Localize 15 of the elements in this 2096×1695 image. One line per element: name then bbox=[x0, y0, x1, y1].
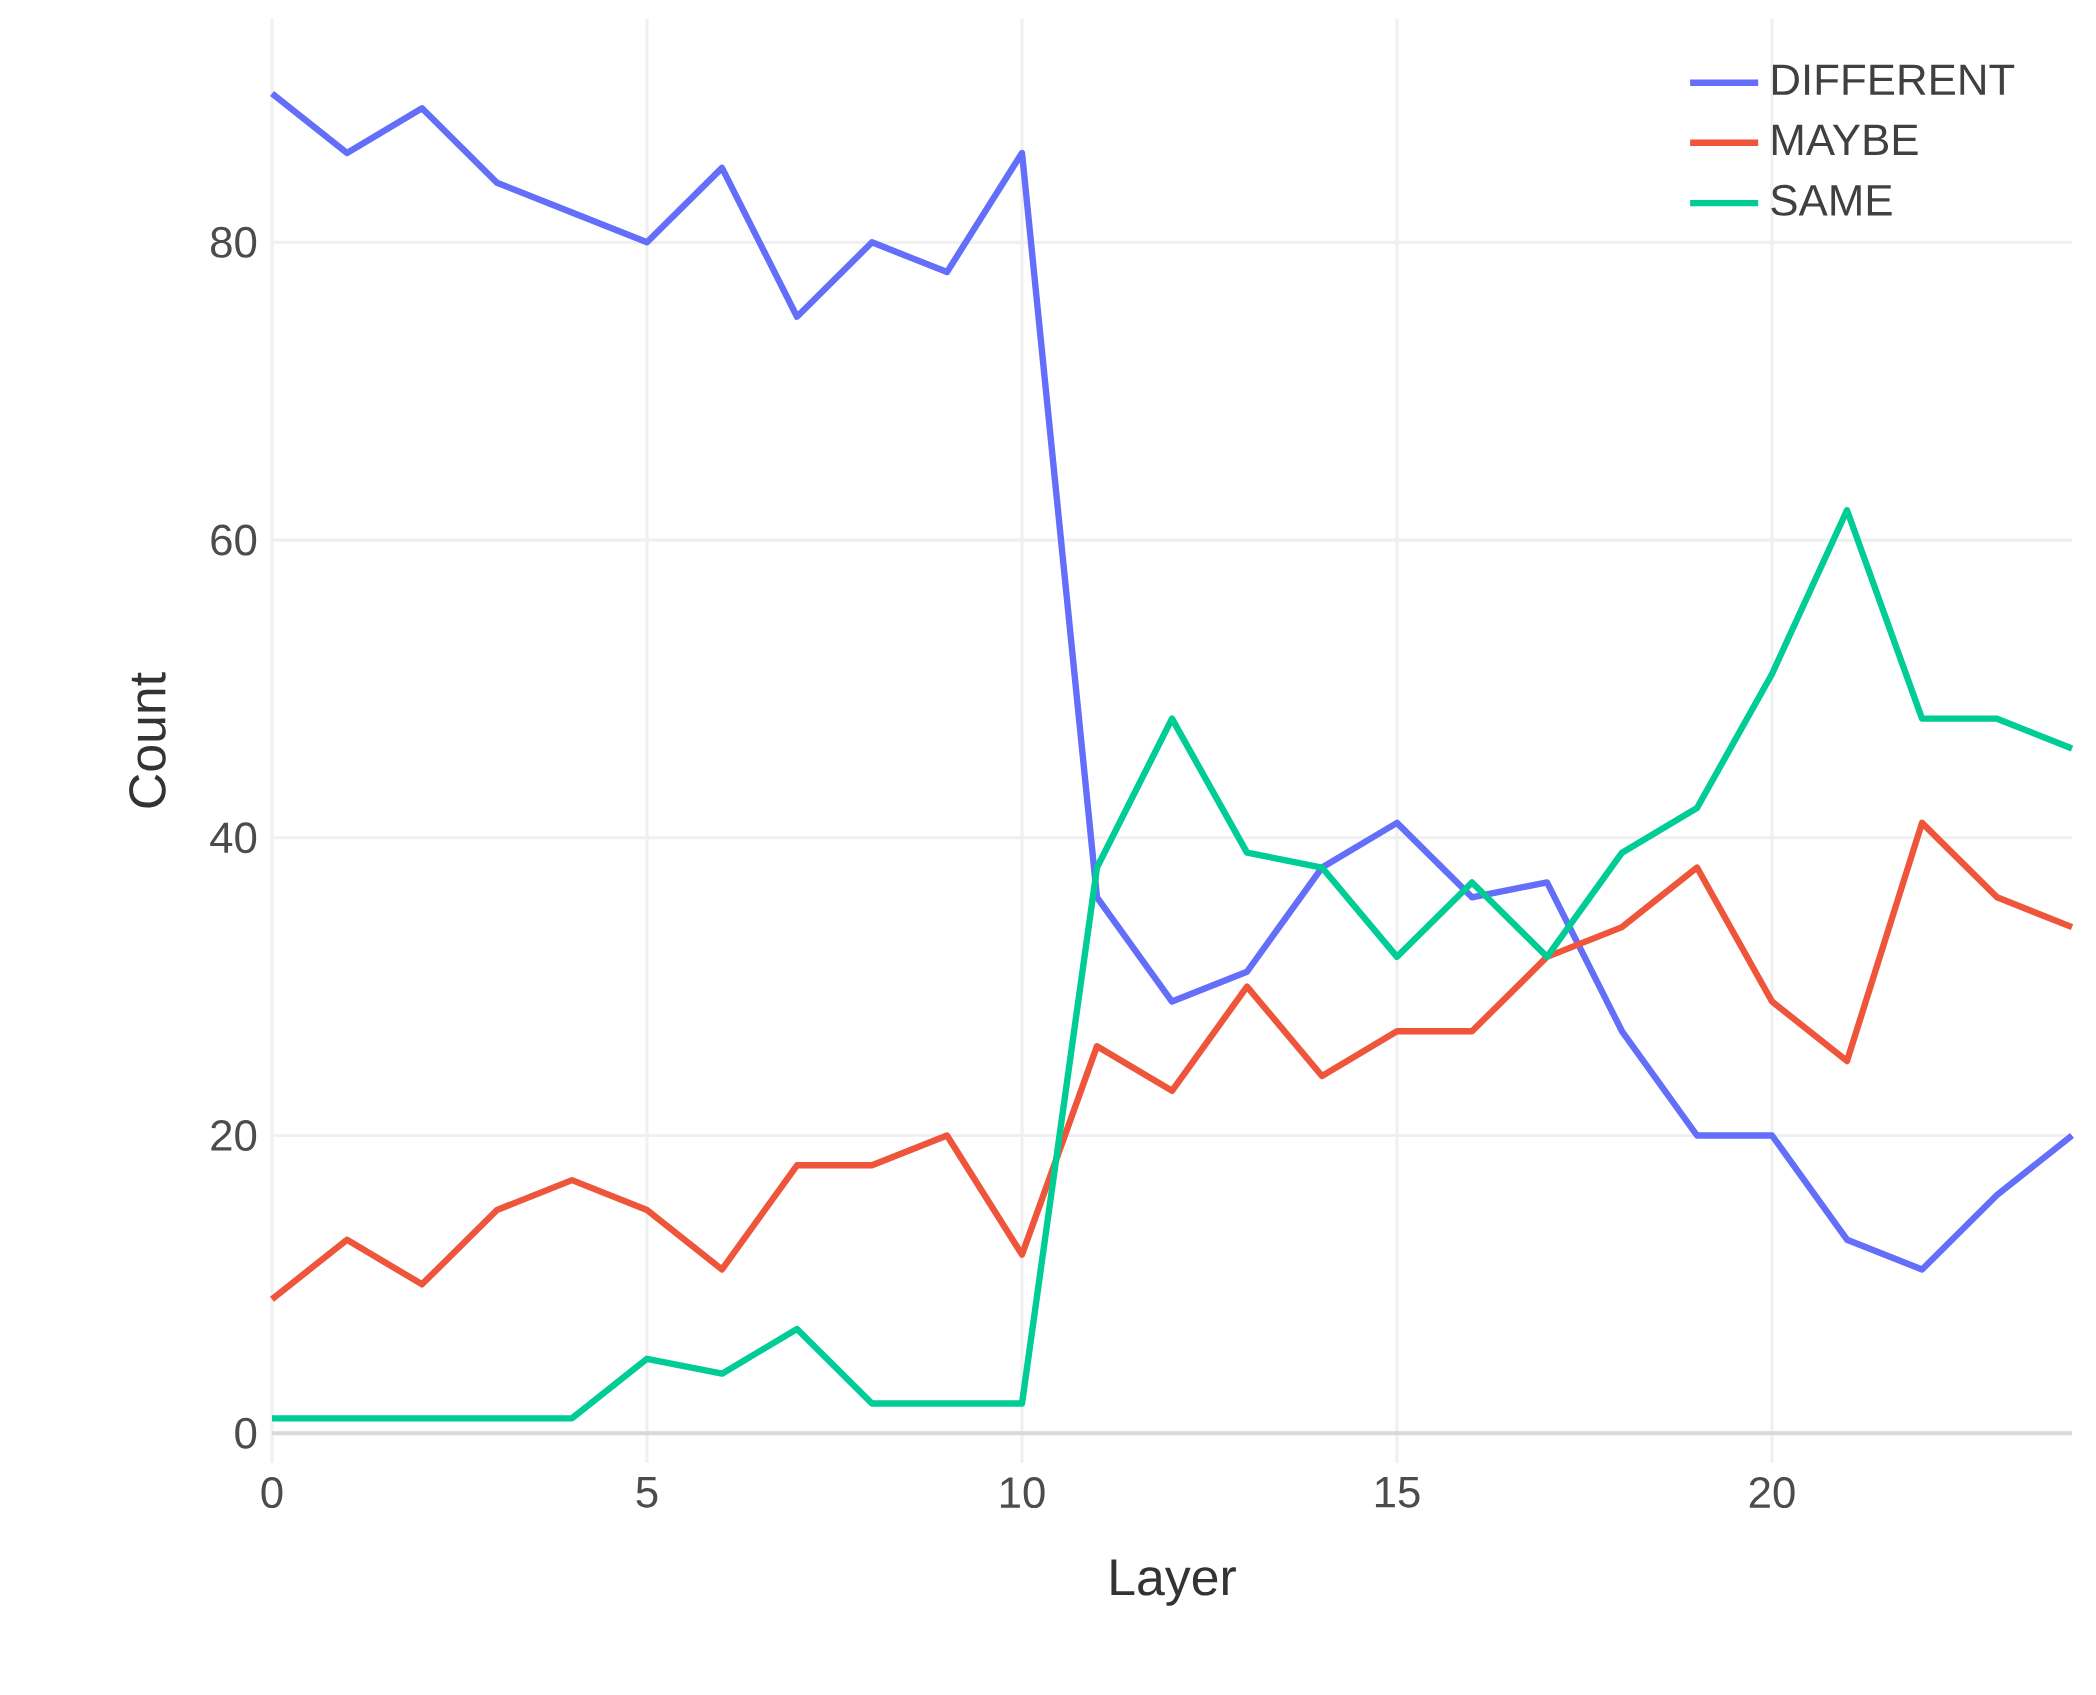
x-tick-label: 0 bbox=[261, 1477, 283, 1509]
legend-label: SAME bbox=[1771, 184, 1892, 216]
x-tick-label: 10 bbox=[1000, 1477, 1045, 1509]
y-tick-label: 0 bbox=[235, 1417, 257, 1449]
legend-label: MAYBE bbox=[1772, 124, 1918, 155]
y-tick-label: 80 bbox=[211, 226, 257, 258]
y-tick-label: 60 bbox=[211, 524, 257, 556]
y-tick-label: 20 bbox=[211, 1120, 257, 1152]
legend-label: DIFFERENT bbox=[1772, 64, 2015, 95]
x-tick-label: 15 bbox=[1375, 1477, 1420, 1508]
y-axis-title: Count bbox=[129, 672, 166, 808]
y-tick-label: 40 bbox=[210, 822, 257, 854]
x-tick-label: 5 bbox=[636, 1477, 658, 1508]
x-tick-label: 20 bbox=[1749, 1477, 1795, 1509]
x-axis-title: Layer bbox=[1111, 1559, 1236, 1606]
